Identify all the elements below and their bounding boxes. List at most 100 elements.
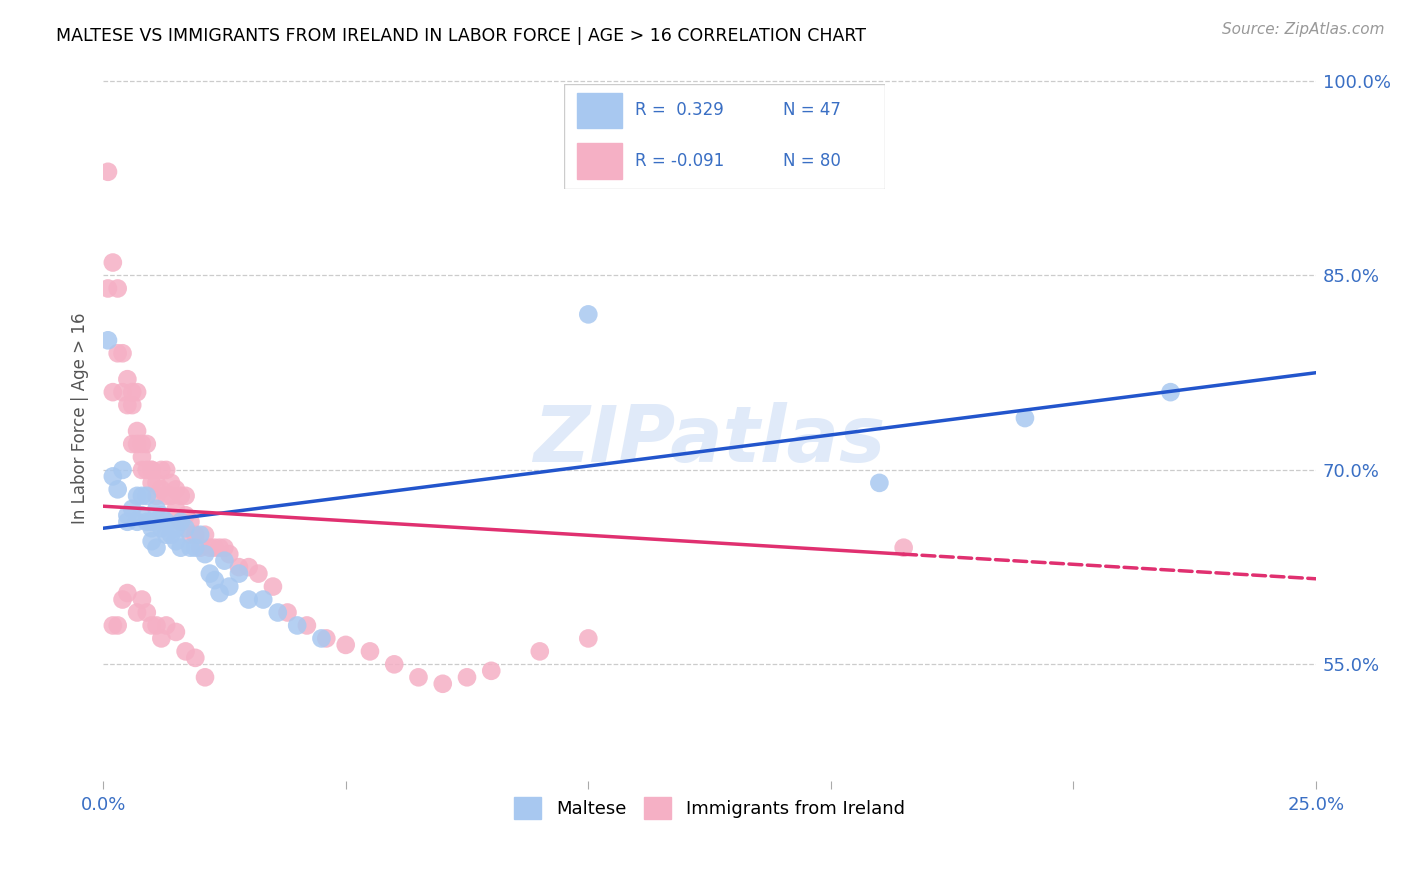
Point: [107, 483, 129, 497]
Point: [174, 644, 197, 658]
Point: [179, 515, 201, 529]
Point: [150, 483, 173, 497]
Point: [141, 463, 163, 477]
Point: [155, 527, 177, 541]
Point: [184, 541, 207, 555]
Point: [127, 385, 149, 400]
Point: [101, 385, 124, 400]
Point: [170, 541, 193, 555]
Point: [214, 541, 236, 555]
Point: [145, 541, 167, 555]
Point: [1014, 411, 1036, 425]
Point: [179, 541, 201, 555]
Point: [121, 501, 143, 516]
Point: [165, 483, 187, 497]
Point: [170, 515, 193, 529]
Point: [188, 527, 211, 541]
Point: [141, 534, 163, 549]
Point: [285, 618, 308, 632]
Point: [276, 606, 298, 620]
Point: [174, 521, 197, 535]
Point: [194, 547, 217, 561]
Point: [107, 281, 129, 295]
Point: [155, 515, 177, 529]
Point: [127, 489, 149, 503]
Point: [198, 541, 221, 555]
Point: [576, 307, 599, 321]
Point: [252, 592, 274, 607]
Point: [127, 437, 149, 451]
Point: [145, 475, 167, 490]
Point: [179, 527, 201, 541]
Point: [117, 515, 139, 529]
Point: [97, 281, 120, 295]
Text: MALTESE VS IMMIGRANTS FROM IRELAND IN LABOR FORCE | AGE > 16 CORRELATION CHART: MALTESE VS IMMIGRANTS FROM IRELAND IN LA…: [56, 27, 866, 45]
Point: [228, 566, 250, 581]
Point: [117, 586, 139, 600]
Point: [121, 437, 143, 451]
Point: [184, 651, 207, 665]
Point: [204, 573, 226, 587]
Point: [408, 670, 430, 684]
Point: [135, 606, 157, 620]
Point: [111, 463, 134, 477]
Point: [194, 670, 217, 684]
Point: [155, 463, 177, 477]
Point: [868, 475, 890, 490]
Point: [101, 255, 124, 269]
Point: [893, 541, 915, 555]
Point: [101, 469, 124, 483]
Point: [432, 677, 454, 691]
Point: [170, 489, 193, 503]
Point: [194, 527, 217, 541]
Point: [315, 632, 337, 646]
Point: [135, 463, 157, 477]
Point: [150, 632, 173, 646]
Point: [141, 463, 163, 477]
Point: [335, 638, 357, 652]
Point: [155, 489, 177, 503]
Point: [262, 580, 284, 594]
Point: [1160, 385, 1182, 400]
Point: [311, 632, 333, 646]
Point: [218, 547, 240, 561]
Point: [576, 632, 599, 646]
Point: [150, 508, 173, 523]
Legend: Maltese, Immigrants from Ireland: Maltese, Immigrants from Ireland: [508, 790, 912, 826]
Point: [135, 437, 157, 451]
Point: [145, 618, 167, 632]
Point: [111, 346, 134, 360]
Point: [101, 618, 124, 632]
Point: [107, 618, 129, 632]
Point: [529, 644, 551, 658]
Point: [141, 475, 163, 490]
Point: [479, 664, 502, 678]
Point: [208, 586, 231, 600]
Point: [135, 489, 157, 503]
Point: [117, 372, 139, 386]
Text: Source: ZipAtlas.com: Source: ZipAtlas.com: [1222, 22, 1385, 37]
Point: [107, 346, 129, 360]
Point: [267, 606, 290, 620]
Point: [131, 450, 153, 464]
Point: [121, 398, 143, 412]
Point: [160, 475, 183, 490]
Point: [135, 515, 157, 529]
Point: [165, 521, 187, 535]
Point: [198, 566, 221, 581]
Point: [165, 501, 187, 516]
Point: [165, 534, 187, 549]
Point: [218, 580, 240, 594]
Point: [188, 541, 211, 555]
Point: [145, 501, 167, 516]
Point: [131, 489, 153, 503]
Point: [97, 333, 120, 347]
Point: [111, 385, 134, 400]
Point: [382, 657, 405, 672]
Point: [141, 618, 163, 632]
Point: [204, 541, 226, 555]
Point: [150, 521, 173, 535]
Point: [141, 521, 163, 535]
Point: [214, 554, 236, 568]
Point: [247, 566, 270, 581]
